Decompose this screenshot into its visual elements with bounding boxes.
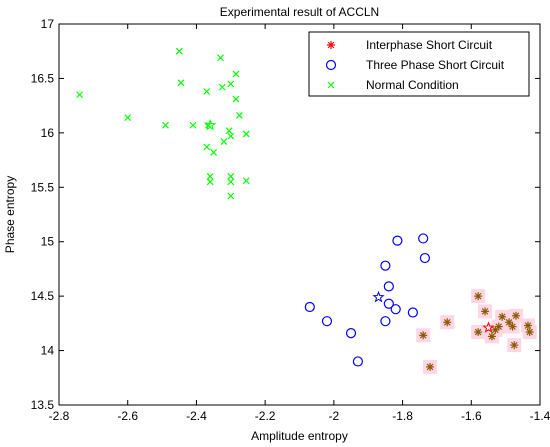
data-point [390, 304, 401, 315]
x-tick-label: -2 [329, 409, 340, 423]
data-point [217, 54, 224, 62]
x-tick-label: -1.4 [530, 409, 550, 423]
data-point [487, 332, 496, 341]
data-point [511, 311, 520, 320]
data-point [352, 356, 364, 367]
data-point [481, 307, 490, 316]
legend: Interphase Short Circuit Three Phase Shor… [308, 31, 530, 97]
data-point [232, 70, 240, 78]
data-point [345, 328, 357, 339]
data-point [494, 322, 503, 331]
data-point [392, 235, 403, 246]
data-point [227, 178, 235, 186]
data-point [508, 322, 517, 331]
data-point [380, 316, 391, 327]
data-point [321, 316, 333, 327]
data-point [426, 362, 435, 371]
legend-marker [327, 41, 335, 49]
y-axis-title: Phase entropy [3, 176, 17, 253]
data-point [380, 260, 391, 271]
data-point [505, 318, 514, 327]
data-point [419, 331, 428, 340]
x-tick-label: -2.6 [117, 409, 138, 423]
data-point [443, 318, 452, 327]
data-point [76, 91, 84, 99]
series-asterisk [419, 292, 534, 371]
data-point [227, 172, 235, 180]
data-point [523, 321, 532, 330]
y-tick-label: 16.5 [31, 71, 55, 85]
legend-marker [327, 81, 335, 89]
y-tick-label: 15.5 [31, 180, 55, 194]
data-point [383, 298, 394, 309]
data-point [210, 149, 218, 156]
data-point [175, 47, 183, 55]
data-point [225, 127, 233, 135]
cluster-center [372, 290, 385, 303]
data-point [232, 95, 240, 103]
data-point [498, 312, 507, 321]
plot-area [58, 23, 541, 406]
data-point [383, 281, 394, 292]
data-point [203, 143, 211, 151]
data-point [203, 88, 211, 95]
data-point [177, 79, 185, 87]
data-point [474, 328, 483, 337]
legend-label: Normal Condition [366, 78, 459, 92]
data-point [419, 252, 431, 264]
x-axis-title: Amplitude entropy [251, 429, 348, 443]
legend-label: Interphase Short Circuit [366, 38, 493, 52]
data-point [227, 132, 235, 140]
data-point [124, 114, 132, 122]
y-tick-label: 14.5 [31, 289, 55, 303]
axis-ticks: -2.8 -2.6 -2.4 -2.2 -2 -1.8 -1.6 -1.4 13.5 14 14.5… [31, 17, 550, 423]
y-tick-label: 16 [41, 126, 55, 140]
data-point [227, 80, 235, 88]
legend-marker [325, 59, 337, 71]
data-point [474, 292, 483, 301]
data-point [235, 112, 243, 119]
data-point [218, 83, 226, 91]
data-point [189, 121, 197, 129]
data-point [220, 138, 228, 145]
x-tick-label: -1.6 [461, 409, 482, 423]
x-tick-label: -2.4 [186, 409, 207, 423]
x-tick-label: -2.8 [49, 409, 70, 423]
data-point [242, 130, 250, 138]
data-point [227, 192, 235, 200]
data-point [206, 172, 214, 180]
data-marks [76, 47, 534, 371]
y-tick-label: 15 [41, 235, 55, 249]
y-tick-label: 13.5 [31, 398, 55, 412]
cluster-center [204, 118, 217, 131]
legend-box [308, 31, 530, 97]
data-point [162, 121, 169, 129]
y-tick-label: 14 [41, 344, 55, 358]
x-tick-label: -2.2 [255, 409, 276, 423]
data-point [304, 301, 315, 313]
chart-title: Experimental result of ACCLN [220, 5, 379, 19]
y-tick-label: 17 [41, 17, 55, 31]
data-point [407, 307, 418, 318]
data-point [510, 341, 519, 350]
cluster-center [482, 321, 495, 333]
series-x [76, 47, 250, 200]
data-point [206, 178, 214, 186]
x-tick-label: -1.8 [392, 409, 413, 423]
legend-label: Three Phase Short Circuit [366, 58, 505, 72]
data-point [242, 177, 250, 185]
series-circle [304, 233, 431, 367]
data-point [418, 233, 429, 244]
data-point [525, 328, 534, 337]
